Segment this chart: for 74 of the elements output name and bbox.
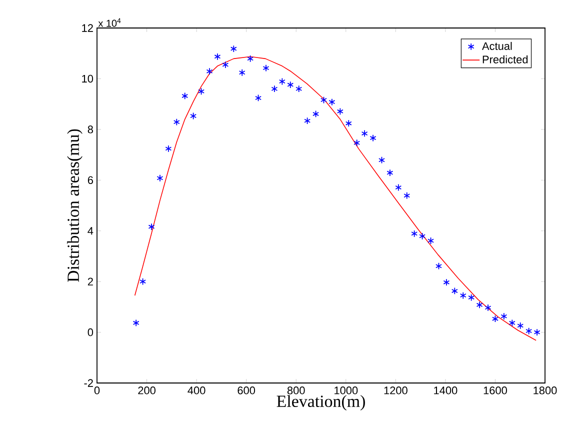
- point: [247, 55, 254, 62]
- text: x 10$^{4}$: [98, 18, 121, 27]
- x-tick-label: 1200: [384, 386, 408, 394]
- x-axis-title: Elevation(m): [276, 395, 365, 410]
- point: [328, 98, 336, 106]
- point: [370, 134, 376, 142]
- point: [336, 108, 344, 116]
- point: [460, 292, 466, 300]
- y-tick-label: 2: [88, 278, 93, 286]
- point: [148, 223, 155, 230]
- point: [378, 156, 385, 164]
- point: [206, 68, 213, 76]
- legend-label: Predicted: [482, 55, 528, 64]
- point: [312, 110, 319, 118]
- point: [238, 68, 246, 76]
- point: [404, 192, 410, 200]
- point: [345, 120, 352, 127]
- point: [190, 112, 197, 120]
- legend-label: Actual: [482, 42, 512, 50]
- x-tick-label: 0: [94, 386, 100, 394]
- x-tick-label: 1400: [434, 386, 458, 394]
- y-tick-label: 6: [88, 176, 93, 184]
- point: [386, 169, 394, 176]
- point: [508, 319, 516, 327]
- point: [526, 327, 532, 335]
- y-tick-label: 10: [82, 74, 94, 83]
- point: [198, 88, 205, 96]
- x-tick-label: 600: [238, 386, 256, 394]
- point: [451, 287, 458, 295]
- line-series: [134, 56, 536, 341]
- point: [222, 61, 229, 68]
- point: [287, 81, 294, 88]
- point: [255, 94, 262, 102]
- point: [271, 85, 278, 93]
- point: [411, 230, 418, 238]
- point: [492, 315, 498, 322]
- point: [214, 53, 221, 60]
- x-tick-label: 1600: [484, 386, 507, 394]
- point: [395, 184, 402, 192]
- point: [262, 64, 270, 72]
- point: [476, 301, 483, 309]
- x-tick-label: 400: [188, 386, 206, 394]
- point: [436, 262, 442, 270]
- y-axis-title: Distribution areas(mu): [67, 129, 82, 282]
- point: [443, 278, 450, 286]
- x-tick-label: 1000: [334, 386, 358, 394]
- point: [534, 328, 540, 336]
- point: [419, 232, 426, 240]
- point: [517, 322, 524, 330]
- point: [500, 312, 508, 320]
- y-tick-label: 12: [82, 24, 93, 32]
- point: [132, 319, 140, 327]
- point: [354, 139, 360, 147]
- point: [278, 78, 286, 86]
- point: [320, 96, 327, 104]
- x-tick-label: 200: [138, 386, 156, 394]
- y-tick-label: -2: [84, 379, 93, 387]
- point: [484, 304, 492, 312]
- point: [140, 278, 146, 286]
- point: [182, 92, 188, 100]
- y-tick-label: 0: [88, 328, 94, 336]
- x-tick-label: 1800: [534, 386, 557, 394]
- x-tick-label: 800: [287, 386, 305, 394]
- y-tick-label: 4: [88, 227, 94, 235]
- point: [468, 294, 475, 302]
- point: [304, 117, 311, 124]
- point: [173, 118, 180, 126]
- point: [296, 85, 302, 93]
- point: [428, 237, 434, 244]
- point: [361, 130, 368, 138]
- y-tick-label: 8: [88, 126, 93, 134]
- point: [230, 45, 237, 52]
- point: [165, 145, 172, 152]
- point: [156, 174, 164, 182]
